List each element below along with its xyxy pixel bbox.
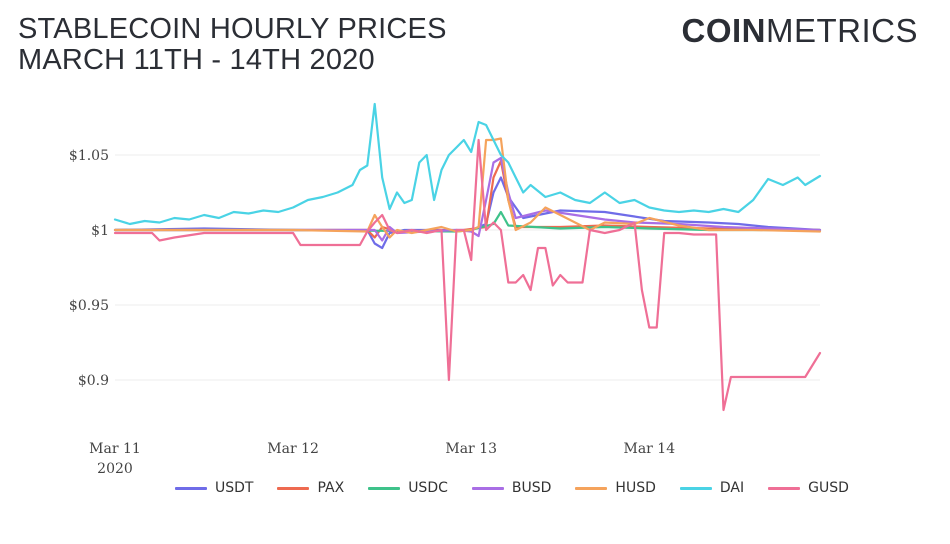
legend-label: BUSD: [511, 480, 552, 496]
coinmetrics-logo: COINMETRICS: [682, 12, 919, 50]
chart-title: STABLECOIN HOURLY PRICES MARCH 11TH - 14…: [18, 14, 447, 76]
x-tick-label: Mar 11: [89, 441, 141, 457]
legend-label: DAI: [719, 480, 745, 496]
chart-title-line-2: MARCH 11TH - 14TH 2020: [18, 44, 375, 76]
x-tick-label: Mar 14: [623, 441, 675, 457]
logo-text-coin: COIN: [681, 12, 766, 49]
legend-item-pax[interactable]: PAX: [277, 480, 344, 496]
logo-text-metrics: METRICS: [766, 12, 918, 49]
y-tick-label: $1.05: [69, 148, 109, 164]
series-line-dai: [113, 102, 822, 226]
legend-label: GUSD: [808, 480, 849, 496]
legend-swatch: [768, 486, 801, 490]
legend-item-husd[interactable]: HUSD: [575, 480, 656, 496]
y-tick-label: $0.95: [69, 298, 109, 314]
legend-swatch: [175, 486, 207, 490]
y-tick-label: $0.9: [78, 373, 109, 389]
legend-item-busd[interactable]: BUSD: [471, 480, 552, 496]
legend-label: USDT: [215, 480, 254, 496]
series-line-pax: [113, 159, 822, 239]
legend-item-gusd[interactable]: GUSD: [768, 480, 849, 496]
legend-label: HUSD: [615, 480, 656, 496]
series-line-gusd: [113, 138, 822, 412]
y-tick-label: $1: [91, 223, 109, 239]
chart-title-line-1: STABLECOIN HOURLY PRICES: [18, 13, 447, 45]
series-line-husd: [113, 137, 822, 239]
legend-label: PAX: [317, 480, 345, 496]
legend-item-dai[interactable]: DAI: [679, 480, 745, 496]
legend-swatch: [277, 486, 310, 490]
legend-swatch: [368, 486, 401, 490]
x-tick-sublabel: 2020: [97, 461, 133, 477]
x-tick-label: Mar 13: [445, 441, 497, 457]
series-line-usdt: [113, 176, 822, 250]
legend-item-usdc[interactable]: USDC: [368, 480, 448, 496]
series-group: [113, 102, 822, 412]
legend-swatch: [575, 486, 608, 490]
legend-item-usdt[interactable]: USDT: [175, 480, 253, 496]
x-tick-label: Mar 12: [267, 441, 319, 457]
legend-swatch: [679, 486, 712, 490]
legend-label: USDC: [408, 480, 448, 496]
legend-swatch: [471, 486, 504, 490]
chart-legend: USDT PAX USDC BUSD HUSD DAI GUSD: [175, 480, 873, 496]
